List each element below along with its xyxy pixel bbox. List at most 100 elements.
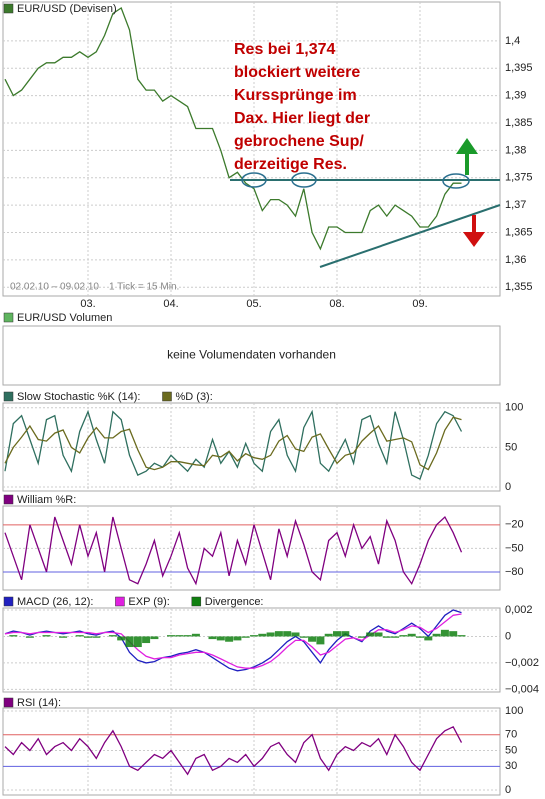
divergence-bar (250, 635, 258, 637)
annotation: Kurssprünge im (234, 87, 357, 104)
legend-swatch (191, 596, 202, 607)
divergence-bar (283, 631, 292, 637)
legend-label: RSI (14): (17, 697, 61, 709)
x-tick-label: 03. (80, 298, 95, 310)
y-tick-label: 1,38 (505, 144, 526, 156)
legend-label: Slow Stochastic %K (14): (17, 391, 141, 403)
y-tick-label: 1,355 (505, 281, 533, 293)
legend-label: Divergence: (205, 596, 264, 608)
divergence-bar (266, 632, 275, 637)
divergence-bar (84, 636, 92, 638)
y-tick-label: 0 (505, 481, 511, 493)
y-tick-label: −0,004 (505, 683, 539, 695)
series-line (4, 416, 462, 471)
divergence-bar (75, 635, 84, 637)
legend-swatch (3, 596, 14, 607)
divergence-bar (258, 633, 267, 637)
divergence-bar (324, 633, 333, 637)
x-tick-label: 04. (163, 298, 178, 310)
divergence-bar (233, 636, 242, 641)
annotation: gebrochene Sup/ (234, 133, 364, 150)
divergence-bar (208, 636, 217, 640)
panel (2, 325, 501, 386)
marker-ellipse (291, 172, 317, 188)
divergence-bar (117, 636, 126, 641)
series-line (4, 725, 463, 776)
divergence-bar (391, 636, 400, 638)
legend-label: William %R: (17, 494, 76, 506)
annotation: Res bei 1,374 (234, 41, 336, 58)
divergence-bar (333, 631, 341, 637)
y-tick-label: 1,37 (505, 199, 526, 211)
legend-label: %D (3): (176, 391, 213, 403)
y-tick-label: 70 (505, 729, 517, 741)
legend-swatch (115, 596, 125, 607)
x-tick-label: 05. (246, 298, 261, 310)
legend-label: EUR/USD (Devisen) (17, 3, 117, 15)
panel (2, 707, 501, 796)
divergence-bar (167, 635, 175, 637)
y-tick-label: 1,395 (505, 62, 533, 74)
y-tick-label: −0,002 (505, 657, 539, 669)
divergence-bar (449, 631, 458, 637)
y-tick-label: 50 (505, 744, 517, 756)
divergence-bar (424, 636, 433, 641)
y-tick-label: −80 (505, 566, 524, 578)
series-line (4, 515, 463, 586)
divergence-bar (432, 633, 441, 637)
tick-note: 1 Tick = 15 Min. (109, 282, 179, 293)
y-tick-label: 100 (505, 705, 523, 717)
divergence-bar (457, 635, 466, 637)
y-tick-label: 1,39 (505, 90, 526, 102)
y-tick-label: 1,36 (505, 254, 526, 266)
divergence-bar (440, 629, 449, 637)
y-tick-label: −20 (505, 519, 524, 531)
divergence-bar (183, 635, 192, 637)
y-tick-label: 50 (505, 441, 517, 453)
series-line (4, 613, 462, 669)
y-tick-label: 1,4 (505, 35, 520, 47)
annotation: Dax. Hier liegt der (234, 110, 370, 127)
divergence-bar (142, 636, 151, 644)
date-range: 02.02.10 – 09.02.10 (10, 282, 99, 293)
divergence-bar (308, 636, 317, 642)
divergence-bar (125, 636, 134, 648)
legend-label: MACD (26, 12): (17, 596, 93, 608)
marker-ellipse (241, 172, 267, 188)
divergence-bar (299, 636, 308, 638)
empty-message: keine Volumendaten vorhanden (167, 348, 336, 362)
divergence-bar (316, 636, 325, 645)
legend-swatch (3, 312, 14, 323)
divergence-bar (357, 636, 366, 638)
divergence-bar (216, 636, 225, 641)
y-tick-label: −50 (505, 542, 524, 554)
legend-label: EXP (9): (128, 596, 169, 608)
panel (2, 1, 501, 297)
divergence-bar (382, 636, 391, 638)
divergence-bar (133, 636, 142, 648)
arrow-up (456, 138, 478, 175)
divergence-bar (241, 636, 250, 638)
y-tick-label: 1,375 (505, 172, 533, 184)
divergence-bar (399, 635, 408, 637)
series-line (4, 7, 462, 251)
divergence-bar (150, 636, 159, 640)
legend-swatch (3, 3, 14, 14)
marker-ellipse (442, 173, 470, 189)
legend-swatch (162, 391, 172, 402)
divergence-bar (9, 635, 18, 637)
arrow-down (463, 215, 485, 247)
divergence-bar (291, 632, 300, 637)
y-tick-label: 100 (505, 402, 523, 414)
divergence-bar (416, 636, 424, 638)
support-line (319, 204, 501, 268)
divergence-bar (374, 632, 383, 637)
divergence-bar (25, 636, 34, 638)
divergence-bar (92, 636, 101, 638)
annotation: blockiert weitere (234, 64, 360, 81)
panel (2, 607, 501, 693)
legend-swatch (3, 494, 14, 505)
divergence-bar (59, 636, 68, 638)
divergence-bar (366, 632, 375, 637)
